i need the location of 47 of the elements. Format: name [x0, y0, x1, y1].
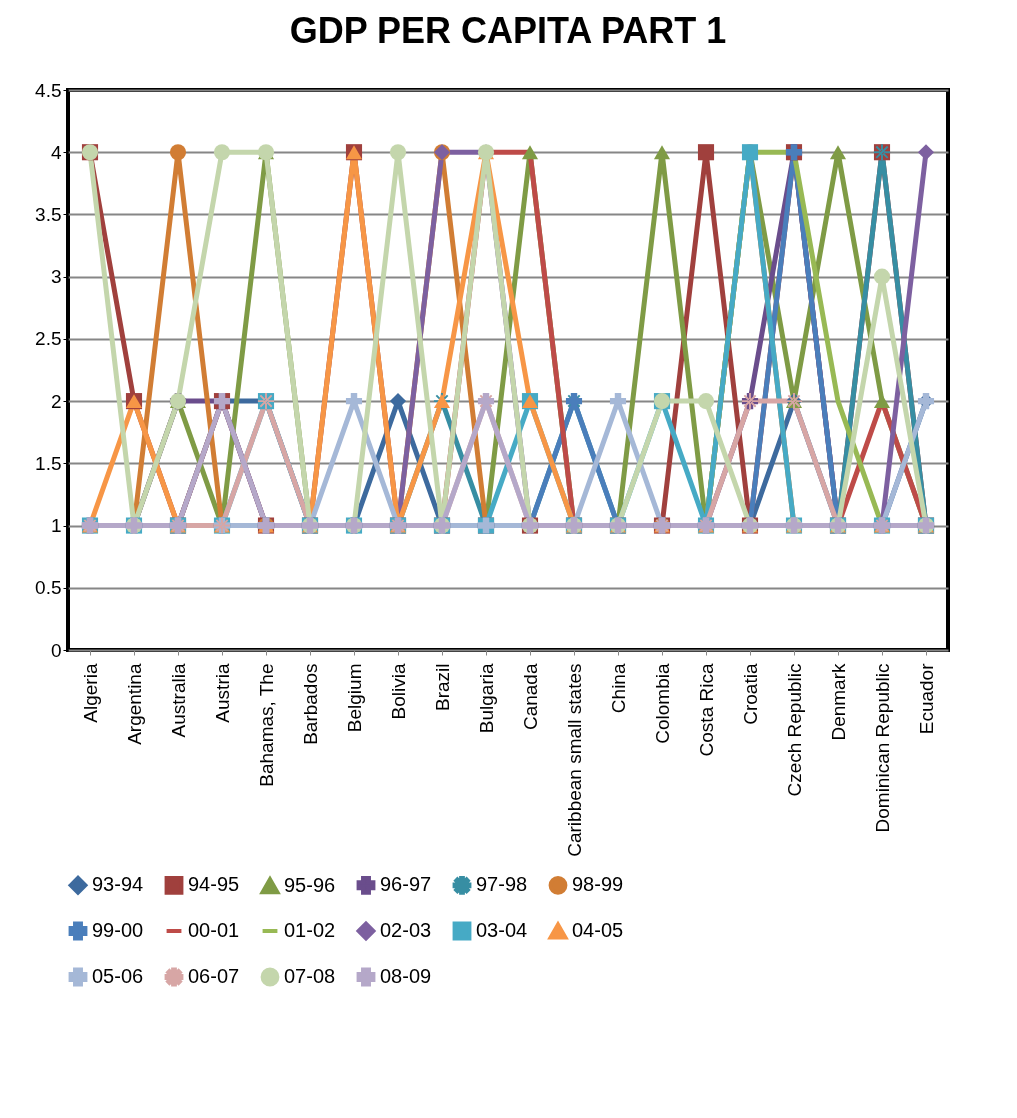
x-tick-label: Canada: [519, 663, 541, 731]
legend-label: 99-00: [92, 919, 144, 941]
legend-label: 00-01: [188, 919, 240, 941]
x-tick-label: Austria: [211, 663, 233, 723]
legend-label: 03-04: [476, 919, 528, 941]
y-tick-label: 3: [50, 266, 62, 288]
legend-label: 95-96: [284, 873, 336, 896]
chart-title: GDP PER CAPITA PART 1: [289, 10, 727, 51]
x-tick-label: Bulgaria: [475, 663, 497, 734]
x-tick-label: Algeria: [79, 663, 101, 723]
x-tick-label: Ecuador: [915, 662, 937, 735]
legend-label: 04-05: [572, 919, 624, 941]
x-tick-label: Croatia: [739, 663, 761, 725]
legend-label: 01-02: [284, 919, 336, 941]
legend-label: 98-99: [572, 873, 624, 896]
legend-label: 07-08: [284, 965, 336, 987]
y-tick-label: 4.5: [35, 79, 62, 101]
x-tick-label: Denmark: [827, 663, 849, 741]
y-tick-label: 2: [50, 390, 62, 412]
y-tick-label: 0: [50, 639, 62, 661]
legend-label: 06-07: [188, 965, 240, 987]
y-tick-label: 3.5: [35, 203, 62, 225]
x-tick-label: Brazil: [431, 663, 453, 712]
legend-label: 05-06: [92, 965, 144, 987]
legend-label: 93-94: [92, 873, 144, 896]
x-tick-label: Barbados: [299, 663, 321, 745]
legend-label: 94-95: [188, 873, 240, 896]
y-tick-label: 1: [50, 515, 62, 537]
y-tick-label: 2.5: [35, 328, 62, 350]
x-tick-label: Argentina: [123, 663, 145, 745]
x-tick-label: Caribbean small states: [563, 663, 585, 857]
y-tick-label: 0.5: [35, 577, 62, 599]
x-tick-label: Czech Republic: [783, 663, 805, 797]
legend-label: 96-97: [380, 873, 432, 896]
x-tick-label: Dominican Republic: [871, 663, 893, 833]
x-tick-label: Costa Rica: [695, 663, 717, 757]
legend-label: 97-98: [476, 873, 528, 896]
y-tick-label: 4: [50, 141, 62, 163]
y-tick-label: 1.5: [35, 452, 62, 474]
legend-label: 02-03: [380, 919, 432, 941]
x-tick-label: Bahamas, The: [255, 663, 277, 787]
x-tick-label: Bolivia: [387, 663, 409, 720]
legend-label: 08-09: [380, 965, 432, 987]
x-tick-label: Australia: [167, 663, 189, 738]
x-tick-label: China: [607, 663, 629, 714]
x-tick-label: Belgium: [343, 663, 365, 733]
x-tick-label: Colombia: [651, 663, 673, 744]
